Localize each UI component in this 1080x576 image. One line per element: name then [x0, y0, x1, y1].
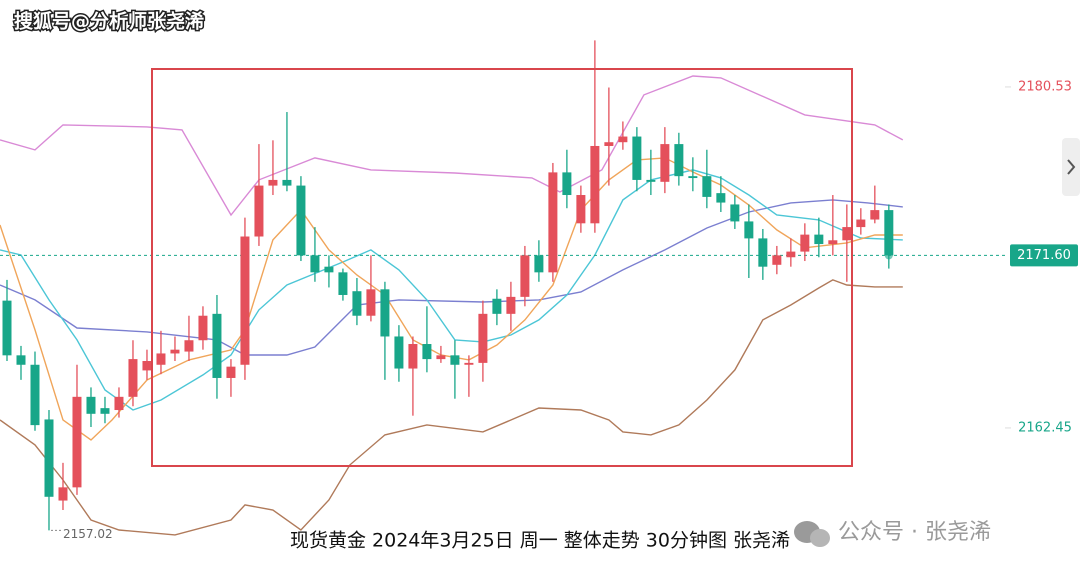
candle-body: [58, 487, 68, 501]
candle-body: [800, 234, 810, 252]
candle-body: [380, 289, 390, 337]
highlight-box: [151, 68, 853, 467]
candle-body: [562, 172, 572, 196]
last-price-dot: [884, 251, 893, 260]
candle-body: [604, 142, 614, 146]
candle-body: [198, 315, 208, 341]
candle-body: [338, 272, 348, 295]
candle-body: [30, 364, 40, 426]
candle-body: [758, 238, 768, 267]
indicator-line: [0, 169, 903, 411]
candle-body: [16, 355, 26, 365]
brand-icon: [794, 521, 830, 547]
candle-body: [828, 240, 838, 245]
candle-body: [702, 176, 712, 197]
candle-body: [44, 419, 54, 497]
candle-body: [268, 179, 278, 186]
candle-body: [744, 221, 754, 239]
brand: 公众号 · 张尧浠: [838, 520, 991, 545]
candle-body: [324, 266, 334, 273]
candle-body: [170, 349, 180, 354]
indicator-line: [0, 75, 904, 217]
candle-body: [660, 144, 670, 182]
candle-body: [128, 359, 138, 397]
candle-body: [786, 251, 796, 258]
candle-body: [408, 344, 418, 369]
candle-body: [422, 344, 432, 360]
candle-body: [492, 298, 502, 314]
candle-body: [296, 185, 306, 256]
collapse-button[interactable]: [1062, 138, 1080, 196]
candle-body: [688, 176, 698, 179]
indicator-line: [0, 279, 903, 536]
candle-body: [114, 396, 124, 411]
chart-title: 现货黄金 2024年3月25日 周一 整体走势 30分钟图 张尧浠: [290, 530, 790, 552]
candle-body: [2, 300, 12, 356]
candle-body: [464, 362, 474, 365]
candle-body: [814, 234, 824, 245]
low-label: 2157.02: [63, 527, 113, 541]
candle-body: [142, 360, 152, 371]
candle-body: [72, 396, 82, 488]
candle-body: [282, 179, 292, 186]
candle-body: [86, 396, 96, 414]
candle-body: [842, 227, 852, 241]
candle-body: [884, 210, 894, 256]
candle-body: [366, 289, 376, 316]
candle-body: [576, 195, 586, 224]
candle-body: [478, 313, 488, 363]
watermark: 搜狐号@分析师张尧浠: [14, 10, 204, 33]
candle-body: [870, 210, 880, 220]
candle-body: [156, 353, 166, 365]
y-tick-label: 2180.53: [1018, 79, 1072, 94]
candle-body: [618, 136, 628, 143]
candle-body: [856, 219, 866, 228]
candle-body: [100, 408, 110, 414]
candle-body: [240, 236, 250, 365]
last-price-box: [1010, 244, 1078, 267]
candle-body: [310, 255, 320, 273]
plot-area: 2180.53 2162.45 2171.60 2157.02: [0, 40, 1078, 541]
candle-body: [520, 255, 530, 297]
candle-body: [646, 179, 656, 182]
candle-body: [730, 204, 740, 222]
last-price-label: 2171.60: [1017, 248, 1071, 263]
candle-body: [772, 255, 782, 265]
candle-body: [674, 144, 684, 177]
candle-body: [548, 172, 558, 273]
candle-body: [534, 255, 544, 273]
candle-body: [352, 291, 362, 316]
candle-body: [226, 366, 236, 378]
candle-body: [716, 193, 726, 203]
candle-body: [212, 313, 222, 378]
candle-body: [254, 185, 264, 237]
candle-body: [184, 340, 194, 352]
candle-body: [450, 355, 460, 365]
candle-body: [590, 145, 600, 224]
candle-body: [632, 136, 642, 180]
candle-body: [436, 355, 446, 360]
candle-body: [394, 336, 404, 369]
y-tick-label: 2162.45: [1018, 420, 1072, 435]
candle-body: [506, 296, 516, 314]
